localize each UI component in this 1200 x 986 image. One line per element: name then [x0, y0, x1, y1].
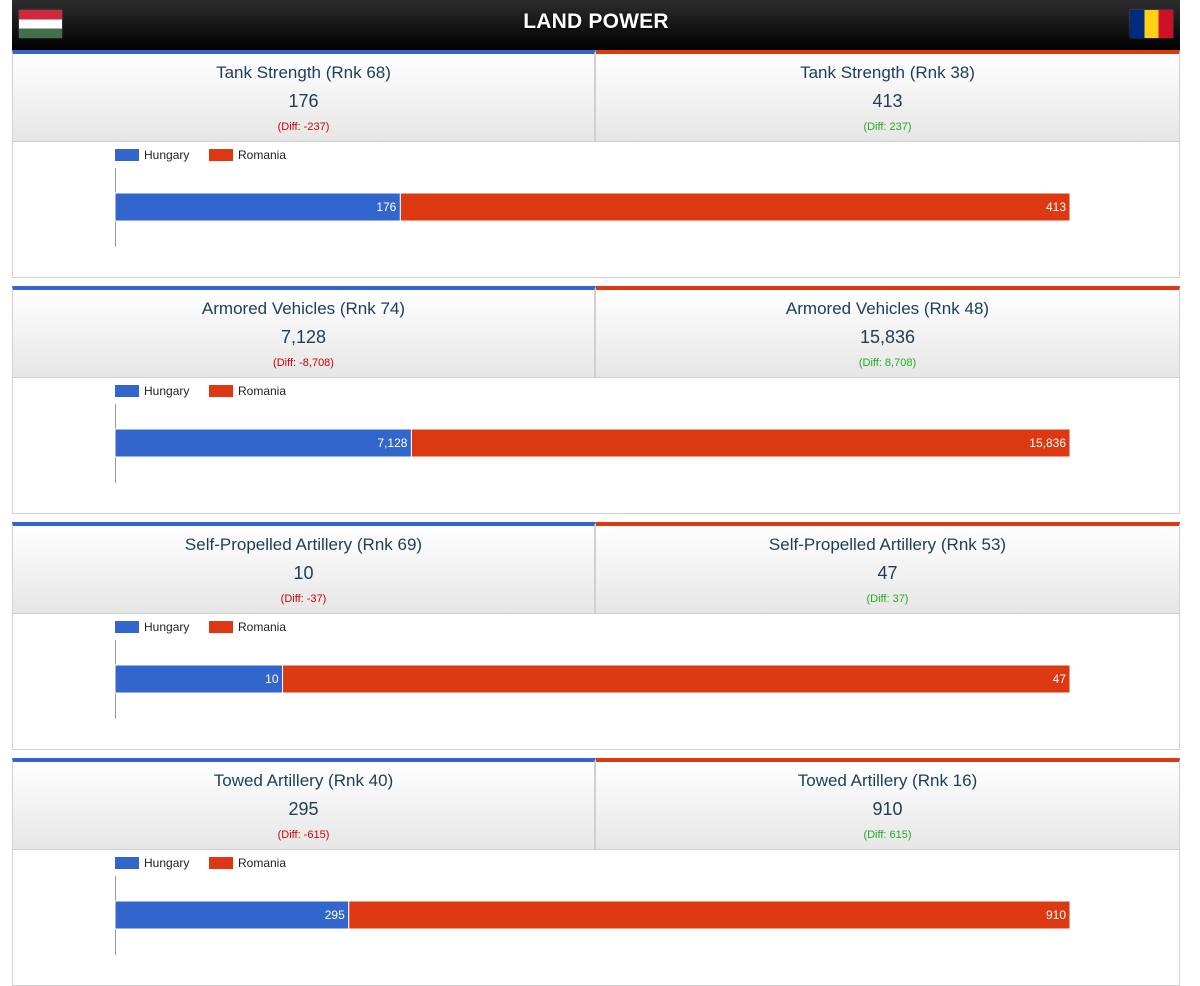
- bar-hungary: [114, 428, 412, 458]
- comparison-section: Armored Vehicles (Rnk 74) 7,128 (Diff: -8,…: [12, 286, 1180, 514]
- page-title: LAND POWER: [523, 10, 669, 33]
- stat-value: 15,836: [859, 327, 916, 347]
- stat-diff: (Diff: -615): [277, 829, 330, 841]
- bar-hungary: [114, 192, 401, 222]
- bar-hungary: [114, 900, 350, 930]
- hungary-stat-box: Towed Artillery (Rnk 40) 295 (Diff: -615): [12, 758, 596, 850]
- legend-swatch: [209, 857, 233, 869]
- comparison-chart: Hungary Romania 176 413: [12, 142, 1180, 278]
- bar-chart-svg: Hungary Romania 176 413: [114, 148, 1071, 247]
- comparison-section: Tank Strength (Rnk 68) 176 (Diff: -237) Tan…: [12, 50, 1180, 278]
- stat-header-row: Tank Strength (Rnk 68) 176 (Diff: -237) Tan…: [12, 50, 1180, 142]
- legend-label: Hungary: [144, 856, 189, 870]
- stat-value: 7,128: [280, 327, 327, 347]
- stat-value: 910: [872, 799, 903, 819]
- legend-label: Romania: [238, 148, 286, 162]
- legend-label: Romania: [238, 384, 286, 398]
- legend-label: Hungary: [144, 620, 189, 634]
- stat-title: Self-Propelled Artillery (Rnk 53): [768, 535, 1007, 554]
- romania-stat-box: Armored Vehicles (Rnk 48) 15,836 (Diff: 8,…: [596, 286, 1180, 378]
- stat-diff: (Diff: 8,708): [858, 357, 917, 369]
- stat-title: Self-Propelled Artillery (Rnk 69): [184, 535, 423, 554]
- stat-value: 295: [288, 799, 319, 819]
- bar-hungary: [114, 664, 284, 694]
- comparison-chart: Hungary Romania 7,128 15,836: [12, 378, 1180, 514]
- bar-romania: [399, 192, 1071, 222]
- legend-swatch: [115, 149, 139, 161]
- stat-title: Towed Artillery (Rnk 16): [797, 771, 978, 790]
- stat-value: 10: [293, 563, 314, 583]
- bar-data-label: 7,128: [377, 436, 407, 450]
- legend-label: Hungary: [144, 148, 189, 162]
- stat-header-row: Self-Propelled Artillery (Rnk 69) 10 (Diff…: [12, 522, 1180, 614]
- bar-chart-svg: Hungary Romania 7,128 15,836: [114, 384, 1071, 483]
- bar-data-label: 10: [265, 672, 279, 686]
- stat-diff: (Diff: -8,708): [273, 357, 334, 369]
- bar-romania: [282, 664, 1071, 694]
- stat-header-row: Towed Artillery (Rnk 40) 295 (Diff: -615) T…: [12, 758, 1180, 850]
- stat-diff: (Diff: 615): [863, 829, 912, 841]
- romania-stat-box: Towed Artillery (Rnk 16) 910 (Diff: 615): [596, 758, 1180, 850]
- bar-data-label: 176: [376, 200, 396, 214]
- legend-label: Hungary: [144, 384, 189, 398]
- comparison-chart: Hungary Romania 10 47: [12, 614, 1180, 750]
- stat-title: Armored Vehicles (Rnk 48): [785, 299, 990, 318]
- romania-stat-box: Tank Strength (Rnk 38) 413 (Diff: 237): [596, 50, 1180, 142]
- bar-data-label: 295: [325, 908, 345, 922]
- bar-data-label: 47: [1053, 672, 1067, 686]
- legend-swatch: [209, 149, 233, 161]
- comparison-sections: Tank Strength (Rnk 68) 176 (Diff: -237) Tan…: [12, 50, 1180, 986]
- stat-value: 47: [877, 563, 898, 583]
- bar-chart-svg: Hungary Romania 295 910: [114, 856, 1071, 955]
- land-power-panel: LAND POWER Tank Strength (Rnk 68) 176 (Dif…: [12, 0, 1180, 986]
- bar-romania: [348, 900, 1071, 930]
- legend-swatch: [209, 621, 233, 633]
- stat-header-row: Armored Vehicles (Rnk 74) 7,128 (Diff: -8,…: [12, 286, 1180, 378]
- bar-romania: [410, 428, 1071, 458]
- comparison-chart: Hungary Romania 295 910: [12, 850, 1180, 986]
- stat-title: Armored Vehicles (Rnk 74): [201, 299, 406, 318]
- legend-label: Romania: [238, 620, 286, 634]
- legend-swatch: [209, 385, 233, 397]
- comparison-section: Self-Propelled Artillery (Rnk 69) 10 (Diff…: [12, 522, 1180, 750]
- legend-label: Romania: [238, 856, 286, 870]
- legend-swatch: [115, 857, 139, 869]
- stat-diff: (Diff: -237): [277, 121, 330, 133]
- stat-diff: (Diff: -37): [280, 593, 327, 605]
- bar-data-label: 413: [1046, 200, 1066, 214]
- comparison-section: Towed Artillery (Rnk 40) 295 (Diff: -615) T…: [12, 758, 1180, 986]
- hungary-stat-box: Armored Vehicles (Rnk 74) 7,128 (Diff: -8,…: [12, 286, 596, 378]
- stat-value: 176: [288, 91, 319, 111]
- stat-title: Towed Artillery (Rnk 40): [213, 771, 394, 790]
- hungary-stat-box: Self-Propelled Artillery (Rnk 69) 10 (Diff…: [12, 522, 596, 614]
- romania-stat-box: Self-Propelled Artillery (Rnk 53) 47 (Diff…: [596, 522, 1180, 614]
- hungary-flag-icon: [19, 10, 62, 38]
- stat-diff: (Diff: 237): [863, 121, 912, 133]
- stat-diff: (Diff: 37): [866, 593, 909, 605]
- legend-swatch: [115, 385, 139, 397]
- hungary-stat-box: Tank Strength (Rnk 68) 176 (Diff: -237): [12, 50, 596, 142]
- title-bar: LAND POWER: [12, 0, 1180, 50]
- bar-data-label: 15,836: [1029, 436, 1066, 450]
- romania-flag-icon: [1130, 10, 1173, 38]
- bar-chart-svg: Hungary Romania 10 47: [114, 620, 1071, 719]
- bar-data-label: 910: [1046, 908, 1066, 922]
- stat-value: 413: [872, 91, 903, 111]
- legend-swatch: [115, 621, 139, 633]
- stat-title: Tank Strength (Rnk 38): [800, 63, 975, 82]
- stat-title: Tank Strength (Rnk 68): [216, 63, 391, 82]
